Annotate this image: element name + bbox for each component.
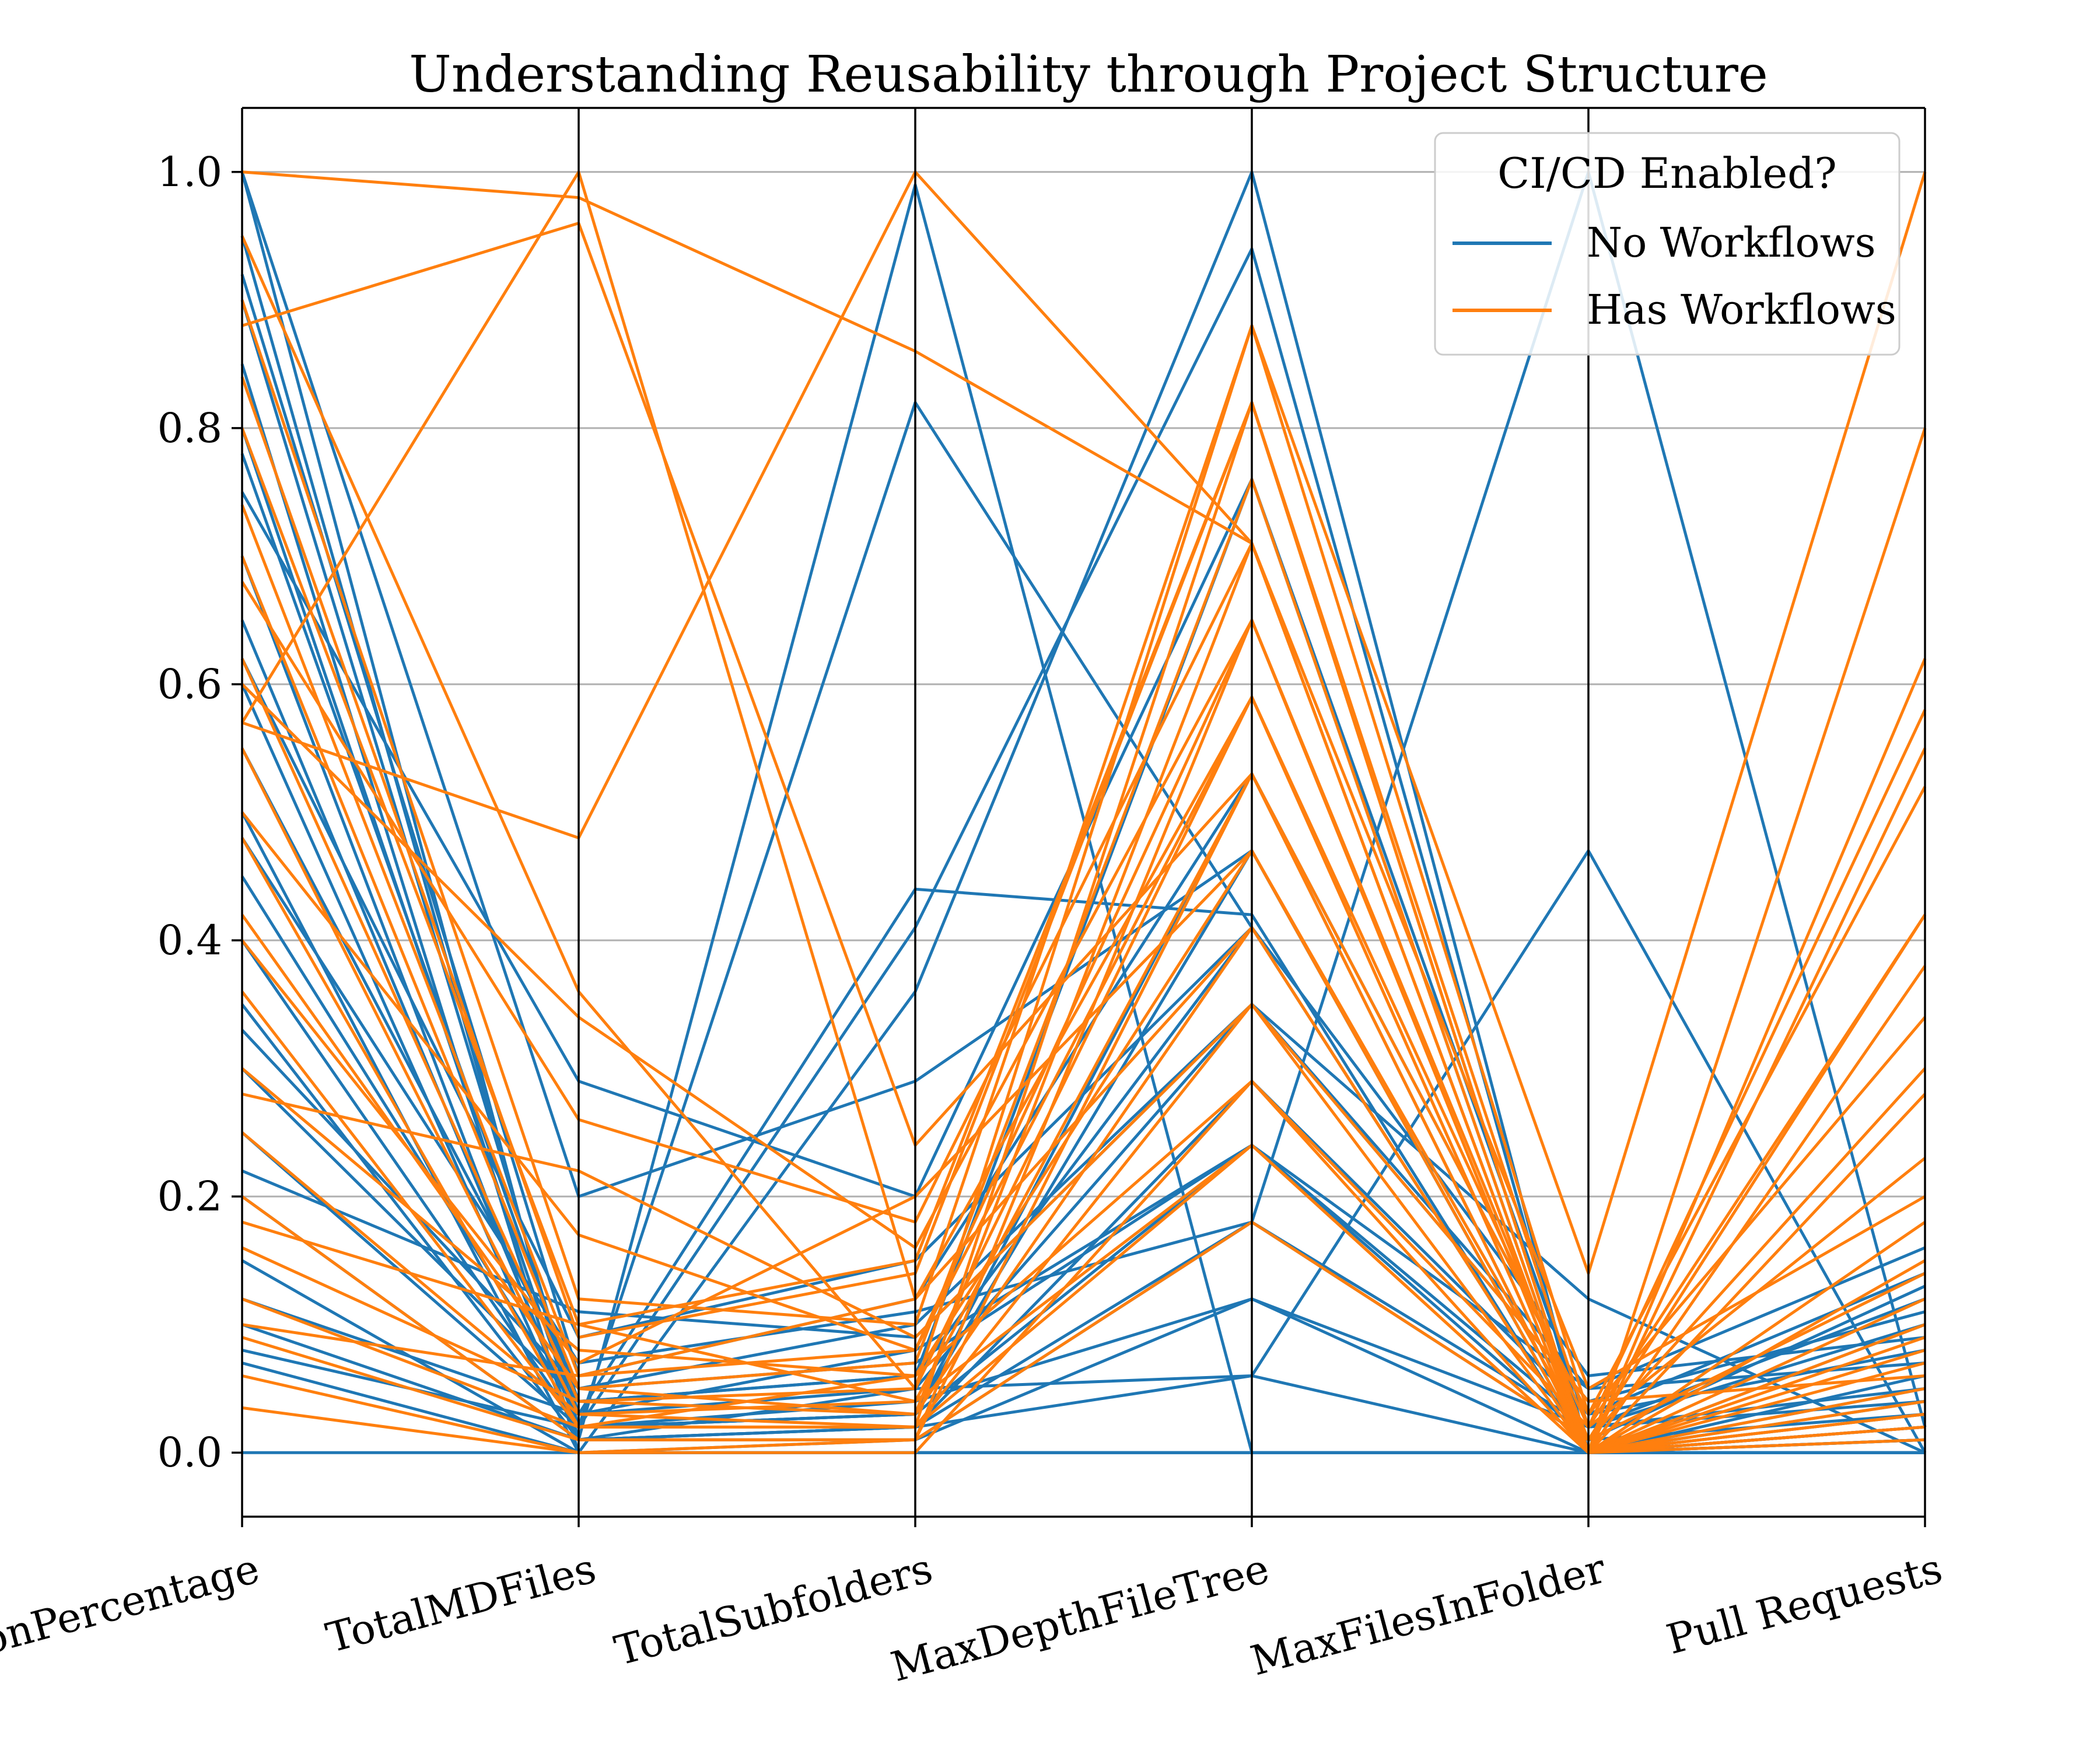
chart-title: Understanding Reusability through Projec… [409, 46, 1768, 104]
has-workflows-line-26 [240, 478, 1927, 1454]
y-tick-label-2: 0.4 [158, 916, 222, 964]
has-workflows-line-21 [240, 541, 1926, 1390]
has-workflows-line-19 [242, 1080, 1926, 1454]
has-workflows-line-12 [241, 1067, 1926, 1429]
no-workflows-line-19 [242, 1003, 1926, 1416]
no-workflows-line-16 [241, 849, 1926, 1454]
has-workflows-line-27 [242, 1143, 1926, 1454]
y-tick-label-1: 0.2 [158, 1172, 222, 1220]
y-tick-label-5: 1.0 [158, 148, 222, 196]
has-workflows-line-6 [240, 504, 1927, 1454]
series-no-workflows [240, 170, 1927, 1454]
has-workflows-line-25 [240, 376, 1927, 1429]
has-workflows-line-2 [240, 170, 1926, 1454]
y-tick-labels: 0.0 0.2 0.4 0.6 0.8 1.0 [158, 148, 242, 1476]
has-workflows-line-23 [241, 849, 1926, 1454]
no-workflows-line-24 [240, 274, 1926, 1416]
has-workflows-line-18 [242, 772, 1926, 1454]
axis-name-4: MaxFilesInFolder [1246, 1544, 1611, 1685]
has-workflows-line-3 [242, 170, 1926, 1454]
has-workflows-line-4 [240, 172, 1927, 1390]
axis-name-3: MaxDepthFileTree [886, 1544, 1274, 1691]
axis-name-1: TotalMDFiles [321, 1544, 601, 1662]
no-workflows-line-10 [240, 747, 1926, 1454]
y-tick-label-4: 0.8 [158, 404, 222, 452]
axis-name-5: Pull Requests [1662, 1544, 1947, 1664]
legend-label-has-workflows: Has Workflows [1587, 286, 1896, 334]
legend-frame [1434, 132, 1901, 356]
y-tick-label-0: 0.0 [158, 1429, 222, 1476]
no-workflows-line-0 [240, 172, 1925, 1454]
no-workflows-line-9 [240, 170, 1927, 1441]
grid-lines [242, 171, 1925, 1454]
legend-label-no-workflows: No Workflows [1587, 219, 1876, 267]
legend: CI/CD Enabled? No Workflows Has Workflow… [1434, 132, 1901, 356]
series-has-workflows [240, 170, 1927, 1454]
has-workflows-line-14 [241, 1195, 1926, 1441]
axis-name-2: TotalSubfolders [610, 1544, 937, 1675]
no-workflows-line-15 [241, 926, 1926, 1454]
has-workflows-line-24 [242, 1003, 1926, 1403]
no-workflows-line-4 [240, 170, 1926, 1454]
axis-name-0: CohesionPercentage [0, 1544, 264, 1700]
no-workflows-line-1 [240, 171, 1926, 1454]
no-workflows-line-29 [240, 453, 1926, 1429]
has-workflows-line-29 [242, 926, 1926, 1454]
legend-title: CI/CD Enabled? [1497, 149, 1837, 198]
no-workflows-line-12 [240, 875, 1926, 1416]
has-workflows-line-28 [241, 618, 1926, 1441]
has-workflows-line-20 [240, 299, 1926, 1416]
has-workflows-line-17 [242, 618, 1926, 1454]
y-tick-label-3: 0.6 [158, 660, 222, 708]
has-workflows-line-0 [242, 170, 1926, 1454]
has-workflows-line-7 [240, 658, 1927, 1429]
has-workflows-line-15 [241, 541, 1926, 1454]
has-workflows-line-11 [241, 991, 1926, 1454]
has-workflows-line-16 [242, 401, 1926, 1454]
axis-name-labels: CohesionPercentage TotalMDFiles TotalSubfo… [0, 1544, 1947, 1700]
